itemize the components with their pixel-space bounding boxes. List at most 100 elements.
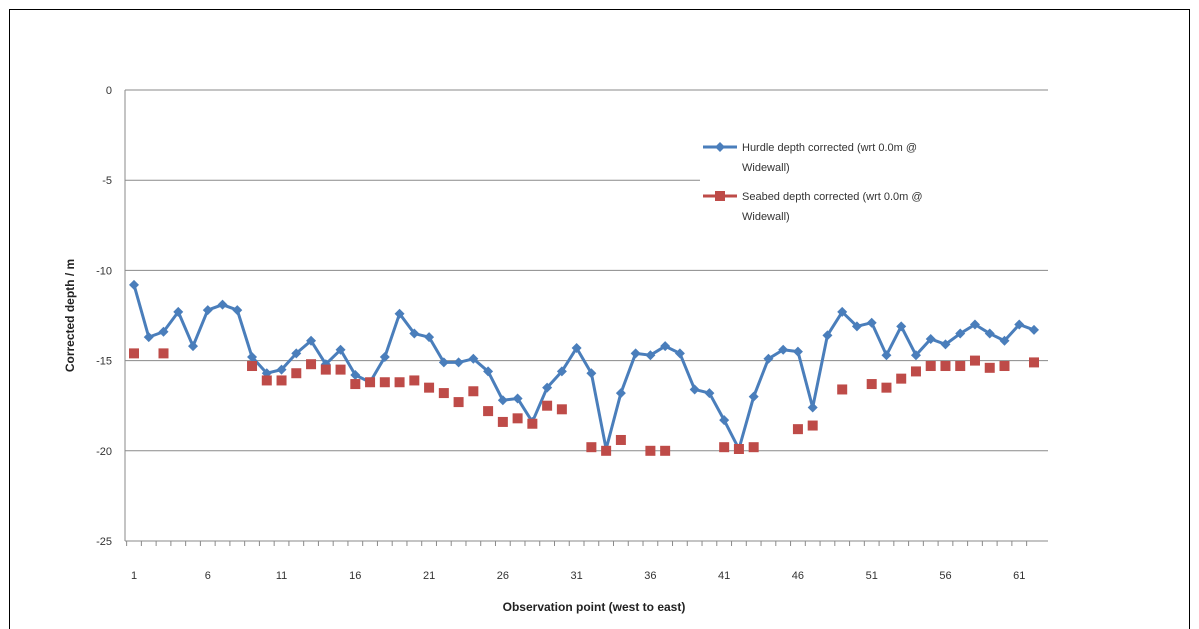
seabed-point [866,379,877,390]
hurdle-point [497,395,508,406]
hurdle-point [586,368,597,379]
seabed-point [896,373,907,384]
hurdle-point [468,353,479,364]
seabed-legend-marker [715,191,725,201]
seabed-point [955,361,966,372]
hurdle-point [129,279,139,290]
x-tick-label: 26 [497,570,509,582]
hurdle-point [350,370,361,381]
y-axis-label: Corrected depth / m [63,259,77,372]
x-tick-label: 36 [644,570,656,582]
hurdle-point [1029,324,1039,335]
hurdle-point [394,308,405,319]
legend: Hurdle depth corrected (wrt 0.0m @ Widewa… [700,142,1060,223]
hurdle-point [276,364,287,375]
hurdle-point [379,351,390,362]
seabed-point [247,361,258,372]
hurdle-point [645,350,656,361]
seabed-point [335,364,346,375]
seabed-point [881,382,892,393]
hurdle-point [674,348,685,359]
hurdle-point [955,328,966,339]
hurdle-point [217,299,228,310]
hurdle-point [719,415,730,426]
hurdle-point [615,388,626,399]
hurdle-point [778,344,789,355]
hurdle-point [896,321,907,332]
seabed-point [468,386,479,397]
x-tick-label: 21 [423,570,435,582]
hurdle-point [158,326,169,337]
hurdle-point [984,328,995,339]
hurdle-point [851,321,862,332]
legend-gap [700,170,1060,184]
y-tick-label: -10 [96,265,112,277]
hurdle-point [837,306,848,317]
hurdle-point [335,344,346,355]
seabed-point [556,404,567,415]
hurdle-point [763,353,774,364]
x-tick-label: 31 [570,570,582,582]
seabed-point [615,434,626,445]
seabed-point [1029,357,1039,368]
hurdle-point [866,317,877,328]
seabed-legend-label: Seabed depth corrected (wrt 0.0m @ Widewa… [742,191,923,223]
seabed-point [586,442,597,453]
seabed-point [158,348,169,359]
x-tick-label: 11 [276,570,287,582]
seabed-point [512,413,523,424]
hurdle-point [556,366,567,377]
seabed-point [660,445,671,456]
seabed-point [837,384,848,395]
hurdle-point [291,348,302,359]
axes: 0-5-10-15-20-251 6 11 16 21 26 31 36 41 46 51 56 61 [96,85,1028,582]
hurdle-point [910,350,921,361]
seabed-point [365,377,376,388]
y-tick-label: -5 [102,175,112,187]
seabed-point [748,442,759,453]
hurdle-point [143,332,154,343]
seabed-point [601,445,612,456]
seabed-point [276,375,287,386]
x-tick-label: 56 [939,570,951,582]
x-tick-label: 61 [1013,570,1025,582]
hurdle-point [925,333,936,344]
hurdle-point [940,339,951,350]
hurdle-point [571,342,582,353]
hurdle-point [969,319,980,330]
hurdle-point [1014,319,1025,330]
hurdle-point [247,351,258,362]
hurdle-point [438,357,449,368]
hurdle-point [630,348,641,359]
seabed-point [527,418,538,429]
hurdle-point [660,341,671,352]
hurdle-point [188,341,199,352]
y-tick-label: -15 [96,356,112,368]
seabed-point [910,366,921,377]
hurdle-legend-marker [715,142,725,152]
seabed-point [483,406,494,417]
hurdle-point [999,335,1010,346]
hurdle-point [483,366,494,377]
seabed-point [320,364,331,375]
hurdle-point [512,393,523,404]
x-tick-label: 16 [349,570,361,582]
gridlines [125,89,1048,542]
seabed-point [379,377,390,388]
hurdle-point [822,330,833,341]
x-tick-label: 51 [866,570,878,582]
x-tick-label: 41 [718,570,730,582]
seabed-point [306,359,317,370]
x-tick-label: 1 [131,570,137,582]
seabed-point [542,400,553,411]
seabed-point [424,382,435,393]
hurdle-point [792,346,803,357]
seabed-point [807,420,818,431]
seabed-point [350,379,361,390]
seabed-point [792,424,803,435]
seabed-point [497,416,508,427]
hurdle-point [409,328,420,339]
hurdle-series-line [132,284,1035,451]
x-axis-label: Observation point (west to east) [503,600,686,614]
hurdle-point [807,402,818,413]
